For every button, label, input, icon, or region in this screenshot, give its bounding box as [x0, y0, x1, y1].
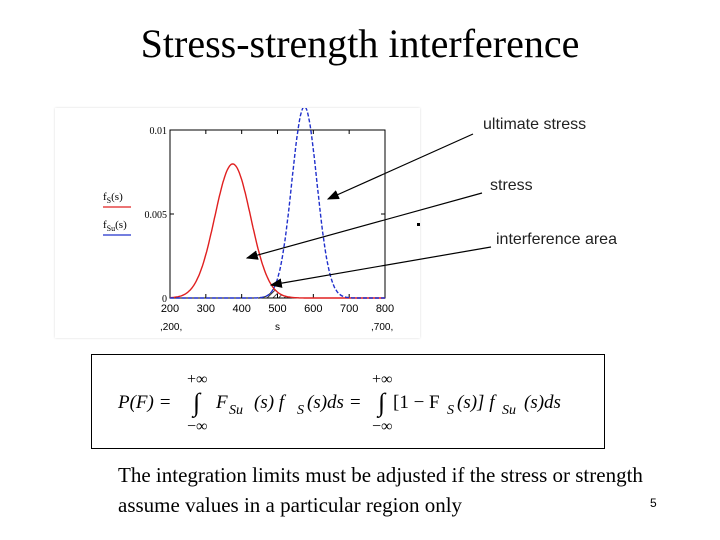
- eq-lower-limit-2: −∞: [372, 418, 392, 435]
- legend-label-0: fS(s): [103, 191, 123, 205]
- plot-svg: 200 300 400 500 600 700 800 0 0.005 0.01 fS(s) fSu(…: [103, 108, 394, 333]
- eq-lhs: P(F) =: [117, 392, 171, 413]
- eq-integral-2: ∫: [376, 388, 387, 418]
- x-range-label-left: ,200,: [160, 322, 182, 333]
- eq-sub-1: Su: [229, 403, 243, 418]
- body-text: The integration limits must be adjusted …: [118, 463, 643, 517]
- series-line-stress: [170, 163, 385, 299]
- x-tick-label-400: 400: [232, 303, 250, 315]
- eq-sub-3: S: [447, 403, 454, 418]
- x-tick-label-500: 500: [268, 303, 286, 315]
- eq-mid-2: (s)] f: [457, 392, 497, 413]
- y-tick-label-0: 0: [162, 294, 167, 305]
- x-tick-label-300: 300: [197, 303, 215, 315]
- callout-interference-area: interference area: [496, 231, 617, 248]
- x-tick-label-600: 600: [304, 303, 322, 315]
- x-tick-label-800: 800: [376, 303, 394, 315]
- eq-sub-4: Su: [502, 403, 516, 418]
- page-number: 5: [650, 496, 657, 510]
- legend-label-1: fSu(s): [103, 219, 127, 233]
- eq-integrand-1: F: [215, 392, 228, 413]
- eq-tail-2: (s)ds: [524, 392, 561, 413]
- eq-upper-limit-2: +∞: [372, 371, 392, 388]
- slide-title: Stress-strength interference: [140, 21, 580, 66]
- y-tick-label-0.01: 0.01: [150, 126, 168, 137]
- y-tick-label-0.005: 0.005: [145, 210, 168, 221]
- callout-stress: stress: [490, 177, 533, 194]
- eq-integral-1: ∫: [191, 388, 202, 418]
- eq-lower-limit-1: −∞: [187, 418, 207, 435]
- eq-mid-1: (s) f: [254, 392, 287, 413]
- plot-frame: [169, 129, 386, 299]
- eq-sub-2: S: [297, 403, 304, 418]
- equation-box: P(F) = +∞ ∫ −∞ F Su (s) f S (s)ds = +∞ ∫…: [91, 354, 605, 449]
- eq-upper-limit-1: +∞: [187, 371, 207, 388]
- equation-svg: P(F) = +∞ ∫ −∞ F Su (s) f S (s)ds = +∞ ∫…: [117, 371, 561, 435]
- eq-tail-1: (s)ds =: [307, 392, 362, 413]
- x-range-label-right: ,700,: [371, 322, 393, 333]
- x-tick-label-200: 200: [161, 303, 179, 315]
- x-axis-label: s: [275, 322, 280, 333]
- interference-plot: 200 300 400 500 600 700 800 0 0.005 0.01 fS(s) fSu(…: [55, 108, 420, 338]
- callout-ultimate-stress: ultimate stress: [483, 116, 587, 133]
- series-line-ultimate-stress: [170, 108, 385, 299]
- x-tick-label-700: 700: [340, 303, 358, 315]
- eq-integrand-2: [1 − F: [393, 392, 440, 413]
